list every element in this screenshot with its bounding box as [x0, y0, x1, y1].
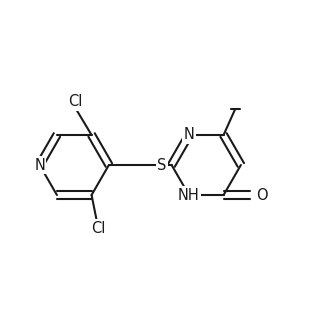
Text: Cl: Cl: [91, 220, 105, 236]
Text: O: O: [257, 187, 268, 203]
Text: Cl: Cl: [68, 94, 82, 110]
Text: NH: NH: [178, 187, 200, 203]
Text: S: S: [157, 157, 166, 173]
Text: N: N: [34, 157, 45, 173]
Text: N: N: [183, 127, 194, 143]
